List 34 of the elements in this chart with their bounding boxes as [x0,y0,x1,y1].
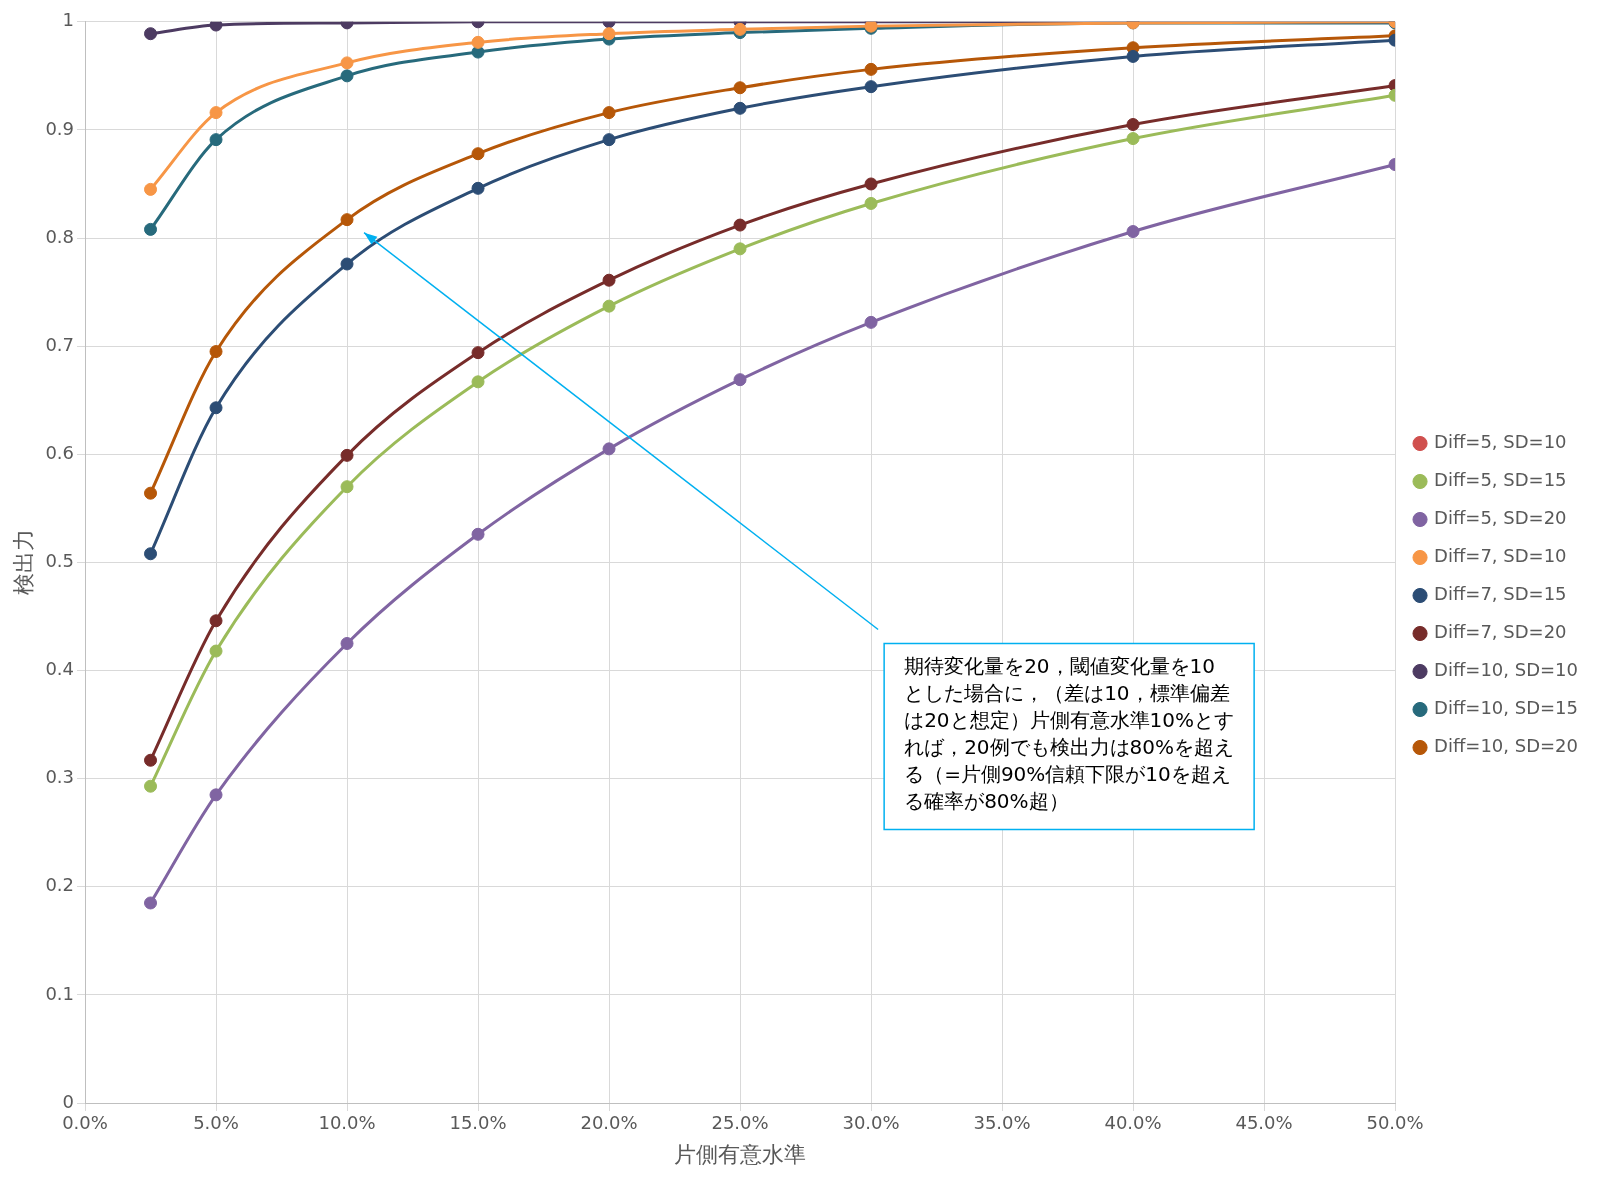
x-tick-label: 0.0% [62,1112,108,1134]
x-tick-label: 10.0% [318,1112,376,1134]
x-tick-label: 20.0% [580,1112,638,1134]
x-axis-title: 片側有意水準 [674,1141,807,1167]
x-tick-label: 25.0% [711,1112,769,1134]
y-axis-title: 検出力 [10,529,36,596]
y-tick-label: 0 [62,1090,75,1112]
legend-label: Diff=5, SD=20 [1434,507,1567,529]
legend-label: Diff=10, SD=15 [1434,697,1578,719]
annotation: 期待変化量を20，閾値変化量を10とした場合に，（差は10，標準偏差は20と想定）片側有意水準10%とすれば，20例でも検出力は80%を超える（=片側90%信頼下限が10を超える確率が80%超） [904,653,1235,813]
y-tick-label: 0.7 [45,333,75,355]
y-tick-label: 0.5 [45,550,75,572]
y-tick-label: 0.4 [45,658,75,680]
y-tick-label: 1 [62,9,75,31]
legend-label: Diff=10, SD=20 [1434,735,1578,757]
y-tick-label: 0.8 [45,225,75,247]
legend-label: Diff=10, SD=10 [1434,659,1578,681]
x-tick-label: 30.0% [842,1112,900,1134]
x-tick-label: 15.0% [449,1112,507,1134]
y-tick-label: 0.1 [45,982,75,1004]
x-tick-label: 35.0% [973,1112,1031,1134]
legend-label: Diff=5, SD=10 [1434,431,1567,453]
x-tick-label: 45.0% [1235,1112,1293,1134]
legend-label: Diff=7, SD=20 [1434,621,1567,643]
legend-label: Diff=7, SD=15 [1434,583,1567,605]
x-tick-label: 40.0% [1104,1112,1162,1134]
y-tick-label: 0.6 [45,441,75,463]
y-tick-label: 0.2 [45,874,75,896]
y-tick-label: 0.3 [45,766,75,788]
legend-label: Diff=7, SD=10 [1434,545,1567,567]
x-tick-label: 5.0% [193,1112,239,1134]
legend-label: Diff=5, SD=15 [1434,469,1567,491]
y-tick-label: 0.9 [45,117,75,139]
x-tick-label: 50.0% [1366,1112,1424,1134]
